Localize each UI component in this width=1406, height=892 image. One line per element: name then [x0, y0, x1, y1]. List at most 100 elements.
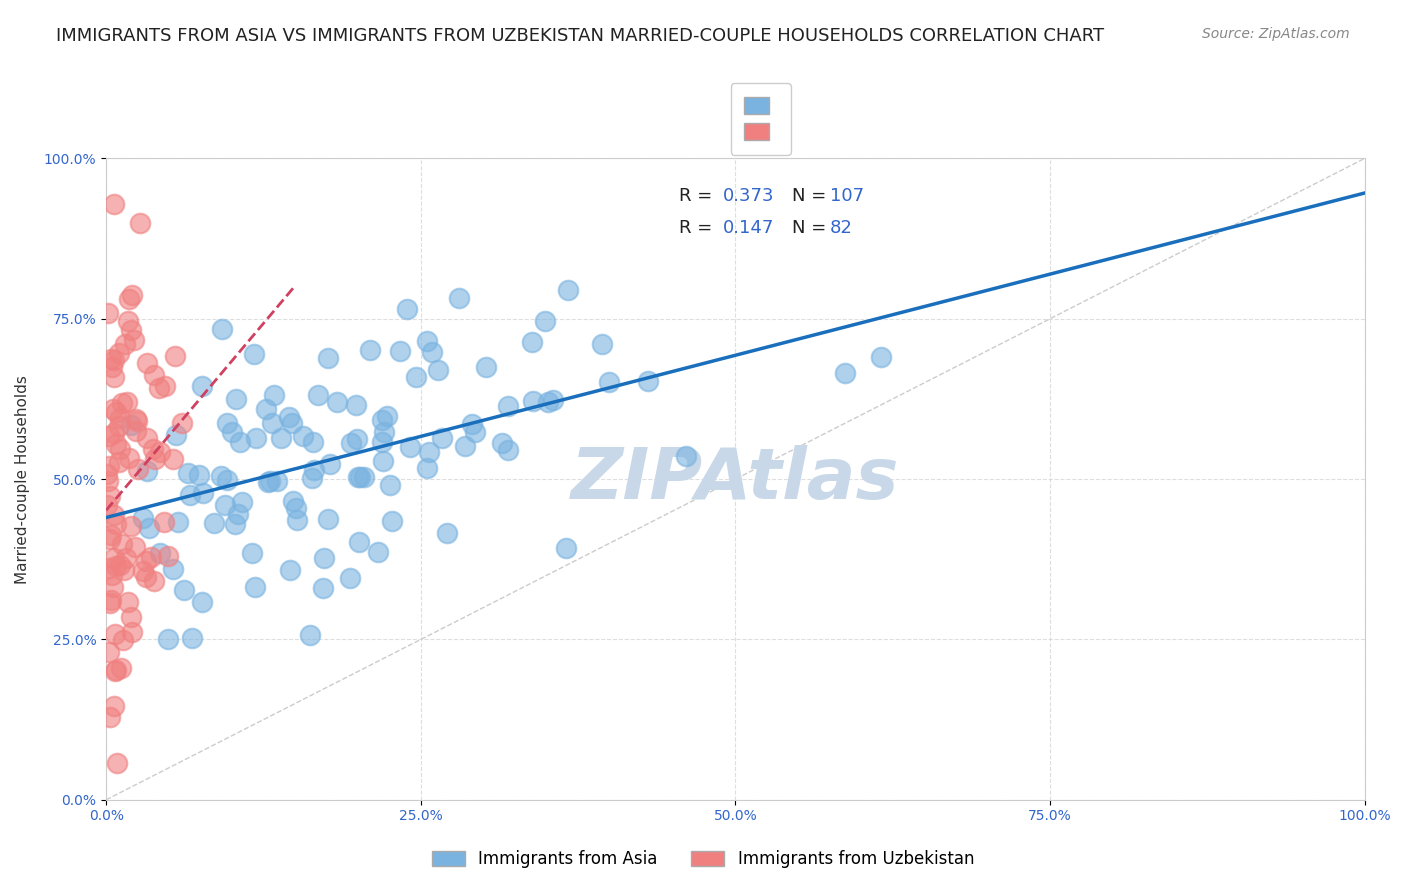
Immigrants from Uzbekistan	[120, 609, 142, 624]
Immigrants from Uzbekistan	[121, 288, 143, 302]
Immigrants from Uzbekistan	[97, 306, 120, 320]
Immigrants from Asia	[534, 314, 557, 328]
Immigrants from Asia	[675, 450, 697, 464]
Immigrants from Asia	[211, 321, 233, 335]
Immigrants from Asia	[215, 474, 238, 488]
Immigrants from Uzbekistan	[125, 424, 148, 438]
Immigrants from Asia	[347, 534, 370, 549]
Immigrants from Asia	[377, 409, 399, 423]
Immigrants from Asia	[461, 417, 484, 432]
Immigrants from Asia	[474, 359, 496, 374]
Immigrants from Uzbekistan	[100, 352, 122, 367]
Immigrants from Uzbekistan	[96, 467, 118, 482]
Immigrants from Asia	[339, 571, 361, 585]
Immigrants from Uzbekistan	[125, 413, 148, 427]
Text: 107: 107	[830, 187, 863, 205]
Immigrants from Asia	[301, 470, 323, 484]
Immigrants from Asia	[318, 351, 340, 366]
Immigrants from Asia	[591, 337, 613, 351]
Immigrants from Uzbekistan	[104, 405, 127, 419]
Immigrants from Uzbekistan	[103, 550, 125, 565]
Immigrants from Asia	[415, 334, 437, 348]
Immigrants from Asia	[217, 416, 239, 430]
Immigrants from Uzbekistan	[98, 458, 121, 473]
Immigrants from Asia	[396, 301, 419, 316]
Immigrants from Uzbekistan	[129, 216, 152, 230]
Immigrants from Uzbekistan	[108, 346, 131, 360]
Legend: , : ,	[731, 83, 790, 154]
Immigrants from Asia	[135, 464, 157, 478]
Immigrants from Uzbekistan	[101, 359, 124, 374]
Immigrants from Uzbekistan	[142, 574, 165, 589]
Immigrants from Asia	[522, 393, 544, 408]
Text: Source: ZipAtlas.com: Source: ZipAtlas.com	[1202, 27, 1350, 41]
Immigrants from Asia	[347, 470, 370, 484]
Immigrants from Uzbekistan	[117, 595, 139, 609]
Immigrants from Asia	[262, 417, 284, 431]
Immigrants from Uzbekistan	[120, 323, 142, 337]
Immigrants from Asia	[191, 486, 214, 500]
Immigrants from Asia	[242, 347, 264, 361]
Immigrants from Asia	[314, 550, 336, 565]
Immigrants from Asia	[131, 511, 153, 525]
Immigrants from Asia	[432, 431, 454, 445]
Immigrants from Asia	[221, 425, 243, 439]
Immigrants from Uzbekistan	[103, 508, 125, 523]
Immigrants from Asia	[349, 470, 371, 484]
Immigrants from Asia	[520, 334, 543, 349]
Immigrants from Uzbekistan	[104, 558, 127, 573]
Immigrants from Uzbekistan	[103, 370, 125, 384]
Immigrants from Uzbekistan	[97, 561, 120, 575]
Immigrants from Asia	[319, 458, 342, 472]
Immigrants from Asia	[292, 429, 315, 443]
Immigrants from Asia	[537, 395, 560, 409]
Immigrants from Asia	[156, 632, 179, 647]
Immigrants from Asia	[259, 474, 281, 488]
Immigrants from Asia	[138, 521, 160, 535]
Text: 0.147: 0.147	[723, 219, 775, 237]
Immigrants from Uzbekistan	[100, 592, 122, 607]
Immigrants from Asia	[491, 436, 513, 450]
Immigrants from Asia	[173, 582, 195, 597]
Immigrants from Uzbekistan	[125, 412, 148, 426]
Immigrants from Uzbekistan	[139, 549, 162, 564]
Immigrants from Asia	[371, 454, 394, 468]
Immigrants from Uzbekistan	[135, 569, 157, 583]
Immigrants from Uzbekistan	[163, 349, 186, 363]
Immigrants from Asia	[326, 395, 349, 409]
Immigrants from Asia	[373, 425, 395, 440]
Immigrants from Asia	[454, 439, 477, 453]
Immigrants from Uzbekistan	[131, 564, 153, 578]
Immigrants from Uzbekistan	[117, 314, 139, 328]
Immigrants from Uzbekistan	[104, 665, 127, 679]
Text: 0.373: 0.373	[723, 187, 775, 205]
Immigrants from Asia	[240, 546, 263, 560]
Immigrants from Uzbekistan	[115, 394, 138, 409]
Immigrants from Asia	[188, 467, 211, 482]
Immigrants from Asia	[637, 374, 659, 388]
Immigrants from Asia	[226, 507, 249, 521]
Immigrants from Asia	[229, 434, 252, 449]
Immigrants from Asia	[285, 500, 308, 515]
Immigrants from Uzbekistan	[100, 528, 122, 542]
Immigrants from Asia	[398, 440, 420, 454]
Immigrants from Uzbekistan	[98, 645, 121, 659]
Immigrants from Asia	[191, 379, 214, 393]
Immigrants from Asia	[190, 595, 212, 609]
Immigrants from Asia	[307, 388, 329, 402]
Immigrants from Uzbekistan	[111, 396, 134, 410]
Immigrants from Asia	[496, 442, 519, 457]
Immigrants from Uzbekistan	[172, 416, 194, 430]
Immigrants from Uzbekistan	[143, 451, 166, 466]
Immigrants from Asia	[149, 546, 172, 560]
Immigrants from Uzbekistan	[153, 379, 176, 393]
Immigrants from Uzbekistan	[120, 519, 142, 533]
Immigrants from Asia	[543, 392, 565, 407]
Immigrants from Asia	[371, 434, 394, 449]
Immigrants from Uzbekistan	[111, 632, 134, 647]
Immigrants from Asia	[339, 435, 361, 450]
Immigrants from Asia	[179, 488, 201, 502]
Immigrants from Asia	[420, 345, 443, 359]
Immigrants from Asia	[180, 631, 202, 645]
Immigrants from Asia	[214, 498, 236, 512]
